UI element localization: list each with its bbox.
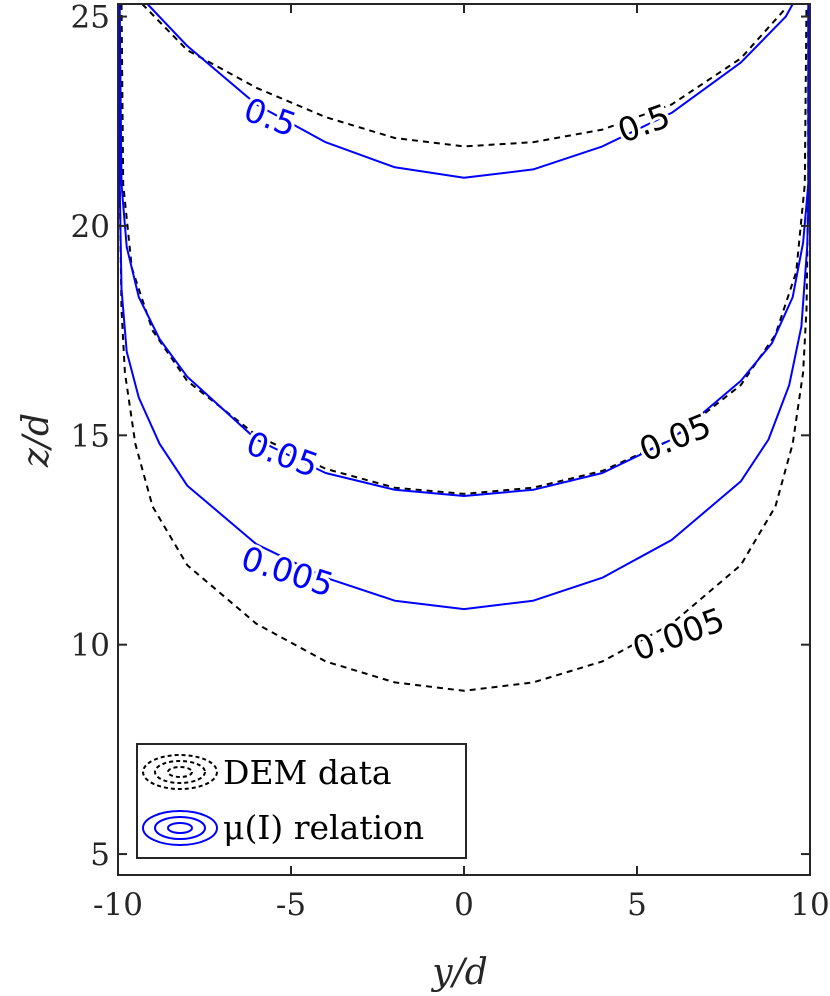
y-tick-label: 25 (71, 0, 110, 36)
x-tick-label: -5 (276, 887, 306, 923)
x-tick-label: 10 (790, 887, 829, 923)
y-axis-label: z/d (16, 413, 57, 468)
y-tick-label: 20 (71, 209, 110, 245)
x-tick-label: -10 (93, 887, 143, 923)
contour-labels: 0.5 0.05 0.005 0.5 0.05 0.005 (234, 87, 733, 672)
legend-icon-dem (142, 754, 218, 790)
y-tick-label: 5 (90, 837, 110, 873)
x-axis-label: y/d (430, 952, 488, 993)
axis-ticks: -10 -5 0 5 10 5 10 15 20 25 (71, 0, 830, 923)
contour-label: 0.05 (241, 423, 323, 485)
y-tick-label: 15 (71, 418, 110, 454)
contour-label: 0.5 (613, 96, 676, 151)
mu-i-contour-0.5 (146, 3, 794, 179)
mu-i-contour-0.005 (117, 3, 811, 611)
contour-label: 0.005 (237, 538, 339, 604)
contour-label: 0.005 (627, 600, 729, 669)
legend-label-dem: DEM data (223, 753, 392, 792)
x-tick-label: 5 (627, 887, 647, 923)
legend-label-mu-i: μ(I) relation (223, 808, 424, 847)
contour-label: 0.5 (239, 90, 302, 145)
mu-i-contour-0.05 (118, 3, 810, 497)
x-tick-label: 0 (454, 887, 474, 923)
contour-lines (117, 3, 811, 692)
contour-label: 0.05 (634, 406, 717, 470)
legend-icon-mu-i (142, 810, 218, 846)
dem-contour-0.005 (118, 4, 810, 692)
legend: DEM data μ(I) relation (136, 743, 467, 859)
y-tick-label: 10 (71, 628, 110, 664)
